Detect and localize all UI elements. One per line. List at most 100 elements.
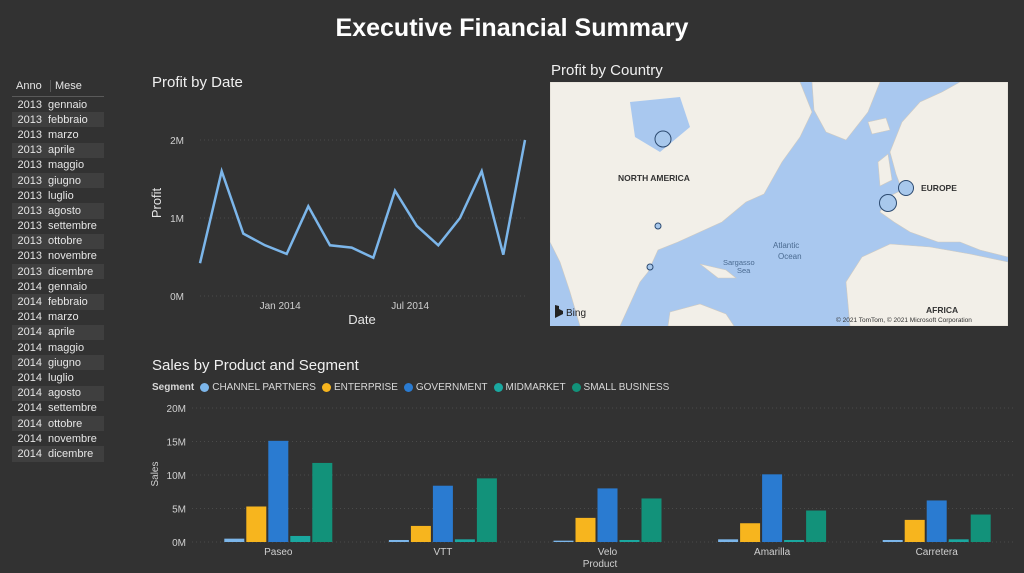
map-canvas: NORTH AMERICA EUROPE AFRICA Atlantic Oce… [550,82,1008,326]
land-greenland [811,82,881,141]
bing-logo-icon [555,305,563,318]
bar-channel-partners [553,540,574,542]
legend-item[interactable]: MIDMARKET [493,382,566,393]
profit-by-country-title: Profit by Country [551,62,663,79]
label-sargasso: Sargasso [723,258,755,267]
table-row[interactable]: 2013 agosto [12,203,104,219]
table-row[interactable]: 2013 maggio [12,158,104,173]
cell-mese: novembre [48,432,97,445]
cell-anno: 2013 [17,98,42,111]
bar-midmarket [948,539,969,542]
x-tick-label: Velo [598,547,618,558]
cell-anno: 2013 [17,174,42,187]
land-europe [879,82,1008,258]
cell-mese: ottobre [48,235,83,248]
bubble-canada [654,130,672,148]
table-row[interactable]: 2014 gennaio [12,279,104,294]
profit-map[interactable]: NORTH AMERICA EUROPE AFRICA Atlantic Oce… [550,82,1008,326]
bubble-mexico [646,263,654,271]
land-africa [845,243,1008,326]
header-anno[interactable]: Anno [12,80,51,92]
table-row[interactable]: 2014 ottobre [12,415,104,432]
cell-mese: gennaio [48,280,88,293]
cell-anno: 2013 [17,144,42,157]
table-header: Anno Mese [12,76,104,97]
label-sea: Sea [737,266,751,275]
profit-by-date-title: Profit by Date [152,74,243,91]
bar-enterprise [410,525,431,542]
legend-item[interactable]: CHANNEL PARTNERS [200,382,316,393]
cell-mese: agosto [48,387,82,400]
x-tick-label: Carretera [916,547,959,558]
bar-small-business [641,498,662,542]
profit-line-chart[interactable]: 0M 1M 2M Jan 2014 Jul 2014 Date Profit [145,100,530,335]
table-row[interactable]: 2013 febbraio [12,112,104,128]
legend-label: SMALL BUSINESS [583,382,670,393]
table-row[interactable]: 2014 giugno [12,355,104,371]
bar-government [597,488,618,542]
legend-dot-icon [493,383,503,392]
legend-label: GOVERNMENT [415,382,488,393]
map-copyright: © 2021 TomTom, © 2021 Microsoft Corporat… [836,316,972,324]
cell-mese: ottobre [48,417,83,430]
header-mese[interactable]: Mese [55,80,82,92]
y-tick-label: 20M [167,404,186,415]
x-axis-label: Date [348,312,375,327]
table-row[interactable]: 2013 settembre [12,219,104,234]
legend-item[interactable]: SMALL BUSINESS [571,382,670,393]
legend-item[interactable]: GOVERNMENT [403,382,488,393]
cell-mese: gennaio [48,98,88,111]
land-uk [877,153,893,187]
legend-item[interactable]: ENTERPRISE [321,382,398,393]
table-row[interactable]: 2014 agosto [12,385,104,401]
legend-dot-icon [321,383,331,392]
table-row[interactable]: 2013 luglio [12,188,104,203]
y-tick-label: 10M [167,471,186,482]
cell-anno: 2014 [17,432,42,445]
table-row[interactable]: 2013 gennaio [12,97,104,112]
y-tick-label: 1M [170,214,184,225]
bar-enterprise [904,519,925,542]
bar-small-business [476,478,497,542]
table-row[interactable]: 2014 novembre [12,431,104,446]
x-axis-label: Product [583,559,618,570]
bar-government [268,440,289,542]
cell-mese: dicembre [48,265,94,278]
cell-anno: 2014 [17,311,42,324]
bubble-usa [654,222,662,230]
bar-channel-partners [224,538,245,542]
profit-line [198,139,527,264]
cell-mese: maggio [48,159,85,172]
cell-anno: 2014 [17,387,42,400]
cell-anno: 2013 [17,128,42,141]
segment-legend: Segment CHANNEL PARTNERS ENTERPRISE GOVERN… [152,382,675,393]
land-south-america [667,303,735,326]
cell-mese: maggio [48,341,85,354]
bar-midmarket [784,539,805,542]
table-row[interactable]: 2014 dicembre [12,446,104,462]
table-row[interactable]: 2013 marzo [12,127,104,142]
cell-anno: 2014 [17,356,42,369]
sales-title: Sales by Product and Segment [152,357,359,374]
land-caribbean [699,263,737,279]
table-row[interactable]: 2014 settembre [12,401,104,416]
bar-enterprise [575,517,596,542]
table-row[interactable]: 2014 febbraio [12,294,104,310]
label-europe: EUROPE [921,183,957,193]
table-row[interactable]: 2013 aprile [12,142,104,158]
cell-mese: giugno [48,174,82,187]
table-row[interactable]: 2013 novembre [12,249,104,264]
table-row[interactable]: 2013 ottobre [12,233,104,249]
label-africa: AFRICA [926,305,958,315]
sales-bar-chart[interactable]: 0M 5M 10M 15M 20M Paseo VTT Velo Amarilla Carrete… [140,398,1020,570]
table-row[interactable]: 2013 dicembre [12,264,104,280]
table-row[interactable]: 2014 marzo [12,310,104,325]
bar-channel-partners [388,539,409,542]
table-row[interactable]: 2014 luglio [12,370,104,385]
table-row[interactable]: 2013 giugno [12,172,104,189]
cell-mese: febbraio [48,296,88,309]
table-row[interactable]: 2014 aprile [12,324,104,340]
x-tick-label: Jan 2014 [260,301,302,312]
bubble-germany [898,180,914,196]
table-row[interactable]: 2014 maggio [12,340,104,355]
